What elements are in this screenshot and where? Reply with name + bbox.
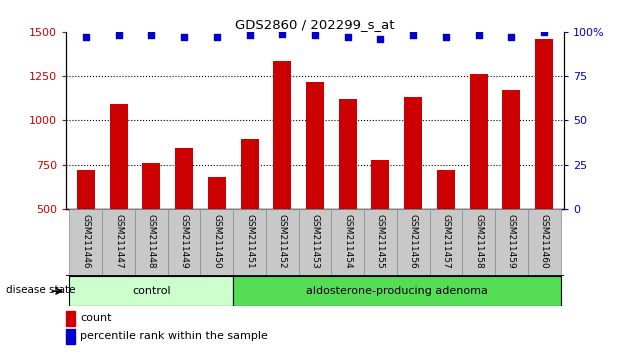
Point (441, 34, 451, 40)
Bar (142, 163, 160, 209)
Point (310, 33, 320, 38)
Point (474, 33, 484, 38)
Bar (503, 90, 520, 209)
Point (146, 33, 156, 38)
Text: GSM211457: GSM211457 (442, 213, 450, 268)
Text: GSM211448: GSM211448 (147, 213, 156, 268)
Bar (69, 209, 102, 276)
Bar (77, 170, 94, 209)
Bar (273, 61, 291, 209)
Bar (66, 311, 75, 326)
Point (244, 33, 255, 38)
Bar (462, 209, 495, 276)
Bar (437, 170, 455, 209)
Text: GSM211451: GSM211451 (245, 213, 254, 268)
Text: GSM211456: GSM211456 (409, 213, 418, 268)
Bar (135, 209, 168, 276)
Bar (536, 39, 553, 209)
Text: aldosterone-producing adenoma: aldosterone-producing adenoma (306, 286, 488, 296)
Bar (110, 104, 127, 209)
Point (375, 36, 386, 42)
Bar (69, 276, 233, 306)
Bar (66, 329, 75, 344)
Text: GSM211447: GSM211447 (114, 213, 123, 268)
Bar (208, 177, 226, 209)
Point (212, 34, 222, 40)
Point (343, 34, 353, 40)
Bar (397, 209, 430, 276)
Text: GSM211460: GSM211460 (540, 213, 549, 268)
Bar (470, 74, 488, 209)
Bar (528, 209, 561, 276)
Text: GSM211454: GSM211454 (343, 213, 352, 268)
Text: GSM211458: GSM211458 (474, 213, 483, 268)
Bar (200, 209, 233, 276)
Bar (168, 209, 200, 276)
Bar (102, 209, 135, 276)
Point (179, 34, 189, 40)
Text: count: count (80, 313, 112, 323)
Bar (233, 276, 561, 306)
Text: GSM211453: GSM211453 (311, 213, 319, 268)
Point (539, 29, 549, 35)
Bar (299, 209, 331, 276)
Text: GSM211449: GSM211449 (180, 213, 188, 268)
Text: disease state: disease state (6, 285, 76, 295)
Text: GSM211455: GSM211455 (376, 213, 385, 268)
Title: GDS2860 / 202299_s_at: GDS2860 / 202299_s_at (235, 18, 395, 31)
Bar (339, 99, 357, 209)
Text: GSM211459: GSM211459 (507, 213, 516, 268)
Bar (404, 97, 422, 209)
Text: GSM211446: GSM211446 (81, 213, 90, 268)
Text: GSM211452: GSM211452 (278, 213, 287, 268)
Bar (233, 209, 266, 276)
Point (113, 33, 123, 38)
Text: percentile rank within the sample: percentile rank within the sample (80, 331, 268, 341)
Bar (266, 209, 299, 276)
Bar (331, 209, 364, 276)
Text: control: control (132, 286, 171, 296)
Point (408, 33, 418, 38)
Bar (364, 209, 397, 276)
Bar (175, 148, 193, 209)
Point (507, 34, 517, 40)
Bar (306, 82, 324, 209)
Bar (241, 139, 258, 209)
Bar (495, 209, 528, 276)
Bar (372, 160, 389, 209)
Text: GSM211450: GSM211450 (212, 213, 221, 268)
Point (81, 34, 91, 40)
Point (277, 31, 287, 36)
Bar (430, 209, 462, 276)
